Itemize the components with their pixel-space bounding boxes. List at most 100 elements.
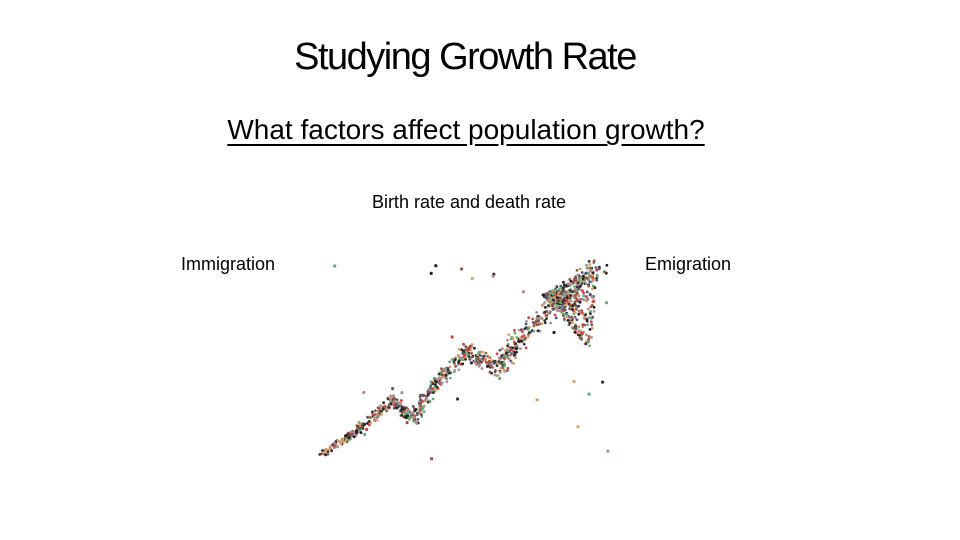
crowd-dot — [520, 328, 523, 332]
crowd-dot — [324, 448, 327, 451]
crowd-dot — [584, 263, 588, 267]
crowd-dot — [399, 409, 403, 412]
crowd-dot — [535, 311, 539, 314]
crowd-dot — [579, 284, 582, 288]
crowd-dot — [527, 316, 531, 319]
crowd-dot — [543, 306, 547, 309]
crowd-dot — [549, 297, 553, 300]
crowd-dot — [352, 435, 356, 439]
crowd-dot — [586, 323, 590, 326]
crowd-dot — [457, 361, 460, 364]
crowd-dot — [415, 413, 419, 417]
crowd-dot — [385, 409, 388, 413]
crowd-dot — [432, 391, 435, 394]
crowd-dot — [365, 427, 369, 432]
crowd-dot — [592, 309, 596, 313]
crowd-dot — [434, 383, 437, 387]
crowd-dot — [515, 336, 519, 339]
crowd-dot — [341, 437, 345, 441]
crowd-dot — [591, 274, 594, 277]
crowd-dot — [326, 450, 330, 453]
crowd-dot — [562, 298, 566, 302]
crowd-dot — [558, 305, 562, 309]
crowd-dot — [448, 371, 451, 375]
crowd-dot — [336, 439, 340, 442]
crowd-dot — [348, 435, 352, 439]
crowd-dot — [563, 308, 567, 311]
crowd-dot — [429, 271, 433, 275]
crowd-dot — [560, 310, 564, 314]
crowd-dot — [461, 362, 465, 366]
crowd-dot — [585, 290, 589, 294]
crowd-dot — [523, 337, 527, 341]
crowd-dot — [488, 370, 492, 374]
crowd-dot — [455, 397, 460, 401]
crowd-dot — [428, 388, 432, 392]
crowd-dot — [389, 402, 393, 406]
crowd-dot — [495, 352, 499, 356]
crowd-dot — [420, 413, 423, 416]
crowd-dot — [445, 380, 449, 383]
crowd-dot — [555, 306, 559, 310]
crowd-dot — [430, 457, 434, 461]
crowd-dot — [564, 298, 568, 302]
crowd-dot — [496, 373, 500, 377]
crowd-dot — [560, 291, 563, 294]
crowd-dot — [573, 288, 577, 291]
crowd-dot — [510, 361, 514, 364]
crowd-dots — [318, 259, 610, 461]
crowd-dot — [587, 278, 590, 281]
crowd-dot — [377, 409, 380, 413]
crowd-dot — [535, 323, 539, 327]
crowd-dot — [507, 333, 511, 337]
crowd-dot — [578, 267, 582, 271]
crowd-dot — [469, 348, 473, 352]
crowd-dot — [383, 405, 386, 409]
crowd-dot — [498, 376, 502, 380]
crowd-dot — [512, 340, 516, 344]
crowd-dot — [589, 266, 593, 270]
crowd-dot — [577, 294, 581, 298]
crowd-dot — [363, 432, 367, 437]
crowd-dot — [448, 360, 452, 364]
crowd-dot — [581, 289, 584, 293]
crowd-dot — [587, 284, 591, 288]
crowd-dot — [552, 298, 555, 302]
crowd-dot — [581, 277, 585, 281]
crowd-dot — [450, 335, 454, 339]
crowd-dot — [553, 313, 557, 317]
crowd-dot — [331, 443, 335, 447]
crowd-dot — [519, 339, 523, 343]
crowd-dot — [442, 368, 446, 372]
crowd-dot — [340, 439, 344, 443]
crowd-dot — [460, 357, 463, 361]
crowd-dot — [588, 263, 592, 266]
crowd-dot — [450, 358, 454, 361]
crowd-dot — [434, 379, 437, 383]
crowd-dot — [379, 404, 382, 407]
crowd-dot — [571, 304, 575, 308]
crowd-dot — [505, 369, 509, 372]
crowd-dot — [461, 351, 465, 355]
crowd-dot — [487, 356, 490, 359]
crowd-dot — [460, 267, 464, 271]
crowd-dot — [561, 300, 564, 304]
crowd-dot — [592, 259, 596, 263]
crowd-dot — [376, 406, 380, 410]
crowd-dot — [443, 376, 447, 380]
crowd-dot — [322, 450, 326, 454]
crowd-dot — [380, 412, 383, 416]
crowd-dot — [513, 353, 516, 356]
crowd-dot — [575, 268, 579, 272]
crowd-dot — [590, 323, 594, 327]
crowd-dot — [535, 398, 539, 402]
crowd-dot — [585, 319, 589, 323]
crowd-dot — [604, 301, 609, 305]
crowd-dot — [382, 401, 385, 404]
crowd-dot — [389, 394, 392, 398]
crowd-dot — [566, 292, 569, 296]
crowd-dot — [569, 317, 572, 321]
crowd-dot — [490, 365, 494, 369]
crowd-dot — [535, 317, 539, 320]
